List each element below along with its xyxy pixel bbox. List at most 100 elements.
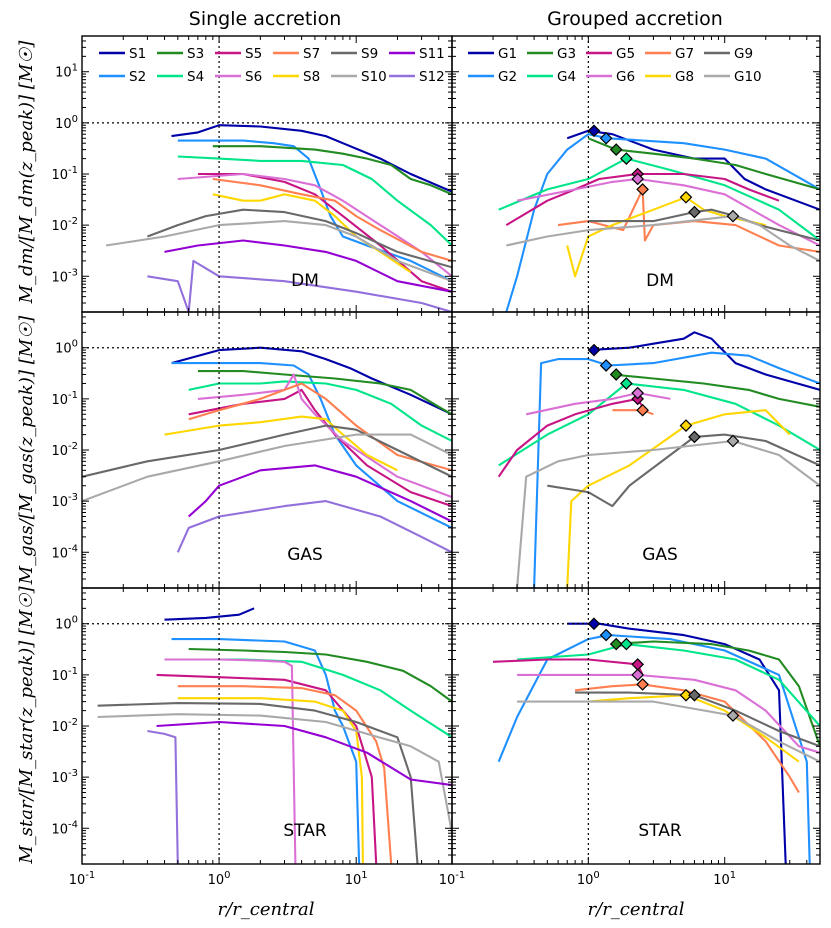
line-g3-r1	[612, 373, 820, 408]
ytick-label: 10-3	[51, 267, 78, 285]
panel-r0-c1: DM	[451, 35, 821, 313]
legend-label-s10: S10	[361, 69, 387, 85]
line-s2-r1	[171, 362, 452, 529]
line-s7-r0	[212, 177, 452, 262]
legend-label-s9: S9	[361, 46, 378, 62]
marker-g7-r1	[636, 403, 649, 417]
line-g6-r2	[517, 673, 820, 754]
ytick-label: 10-1	[51, 390, 78, 408]
ylabel-dm: M_dm/[M_dm(z_peak)] [M☉]	[16, 40, 37, 305]
ytick-label: 10-1	[51, 666, 78, 684]
line-s9-r2	[97, 702, 419, 864]
line-g4-r1	[498, 382, 820, 467]
line-s2-r2	[171, 638, 361, 864]
line-s6-r2	[164, 658, 297, 864]
xtick-label: 10-1	[69, 870, 96, 888]
legend-label-s4: S4	[187, 69, 204, 85]
panel-label-star: STAR	[638, 821, 681, 841]
xlabel-left: r/r_central	[218, 899, 315, 920]
line-g7-r2	[574, 683, 800, 794]
line-s11-r1	[187, 464, 452, 523]
line-s12-r2	[147, 729, 179, 864]
ytick-label: 10-2	[51, 717, 78, 735]
line-s11-r2	[156, 720, 452, 787]
line-s8-r1	[164, 415, 398, 472]
line-g2-r1	[533, 351, 820, 588]
ytick-label: 10-1	[51, 165, 78, 183]
marker-g6-r2	[631, 668, 645, 682]
line-s1-r0	[171, 124, 452, 193]
legend-label-s7: S7	[303, 46, 320, 62]
ytick-label: 10-2	[51, 441, 78, 459]
series-lines	[105, 124, 452, 312]
line-g2-r2	[497, 634, 811, 864]
panel-r2-c0: 10-4 10-3 10-2 10-1 100 STAR	[51, 587, 453, 865]
marker-g4-r0	[620, 152, 633, 165]
series-lines	[97, 607, 452, 864]
marker-g9-r2	[688, 688, 701, 702]
panel-label-star: STAR	[283, 821, 326, 841]
line-g10-r1	[516, 439, 820, 588]
legend-label-g2: G2	[498, 69, 517, 85]
marker-g7-r2	[636, 678, 649, 691]
line-s9-r0	[147, 208, 452, 269]
series-lines	[498, 129, 820, 312]
legend-label-s3: S3	[187, 46, 204, 62]
panel-label-dm: DM	[291, 271, 319, 291]
marker-g3-r1	[609, 368, 623, 381]
legend-single: S1 S2 S3 S4 S5 S6 S7 S8 S9 S10 S11 S12	[99, 46, 445, 85]
marker-g8-r0	[679, 190, 693, 204]
marker-g5-r2	[631, 658, 645, 671]
line-g8-r1	[566, 409, 791, 588]
marker-g6-r1	[631, 386, 645, 400]
line-g4-r0	[498, 157, 820, 242]
series-lines	[497, 331, 820, 588]
legend-label-s5: S5	[245, 46, 262, 62]
line-g6-r1	[525, 391, 671, 416]
marker-g9-r1	[688, 430, 701, 444]
line-s1-r1	[171, 346, 452, 416]
xtick-label: 101	[713, 870, 736, 888]
ytick-label: 100	[55, 114, 78, 132]
xtick-label: 100	[208, 870, 231, 888]
line-g8-r0	[566, 196, 766, 278]
marker-g10-r0	[726, 209, 740, 223]
line-s9-r1	[82, 424, 452, 478]
legend-label-g6: G6	[616, 69, 635, 85]
line-g9-r2	[575, 691, 820, 748]
marker-g1-r1	[587, 343, 601, 357]
legend-grouped: G1 G2 G3 G4 G5 G6 G7 G8 G9 G10	[468, 46, 762, 85]
marker-g1-r0	[587, 124, 601, 138]
line-s10-r2	[97, 713, 452, 840]
line-g7-r0	[557, 188, 820, 253]
marker-g8-r2	[679, 688, 693, 702]
marker-g3-r2	[609, 637, 623, 651]
marker-g10-r1	[726, 434, 740, 448]
line-s1-r2	[164, 607, 255, 621]
panel-label-dm: DM	[646, 271, 674, 291]
line-s7-r1	[188, 382, 452, 472]
panel-r2-c1: STAR	[451, 587, 821, 865]
title-single: Single accretion	[189, 8, 341, 30]
ytick-label: 10-4	[51, 543, 78, 561]
line-g6-r0	[516, 177, 820, 247]
legend-label-g9: G9	[734, 46, 753, 62]
legend-label-g3: G3	[557, 46, 576, 62]
line-g1-r2	[567, 622, 787, 864]
panel-frame	[81, 587, 453, 865]
line-g2-r0	[505, 133, 820, 312]
legend-label-g7: G7	[675, 46, 694, 62]
legend-label-g8: G8	[675, 69, 694, 85]
marker-g2-r2	[599, 628, 613, 642]
line-s10-r1	[82, 433, 452, 503]
ylabel-star: M_star/[M_star(z_peak)] [M☉]	[16, 585, 37, 864]
line-g1-r1	[588, 331, 820, 391]
marker-g1-r2	[587, 617, 601, 631]
line-s12-r1	[176, 500, 452, 554]
legend-label-g5: G5	[616, 46, 635, 62]
marker-g9-r0	[688, 205, 701, 219]
series-lines	[82, 346, 452, 554]
line-g9-r1	[547, 433, 820, 508]
marker-g2-r0	[599, 131, 613, 145]
line-s11-r0	[164, 239, 452, 293]
